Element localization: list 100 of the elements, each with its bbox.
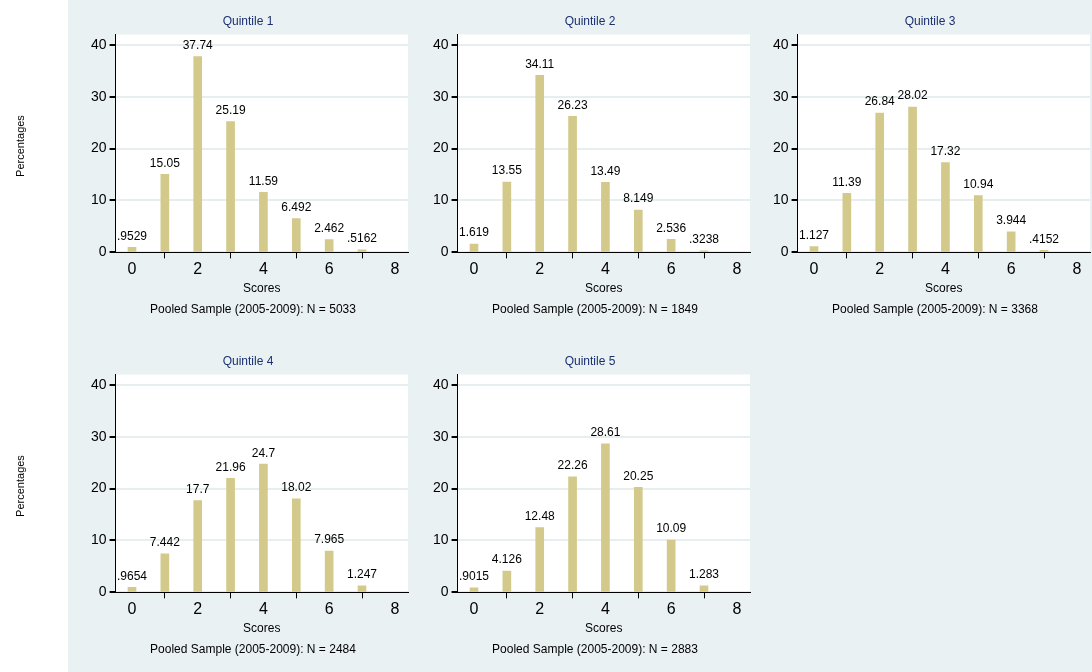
data-label: 7.965 (314, 532, 345, 547)
y-tick-label: 20 (90, 479, 107, 496)
data-label: .4152 (1028, 231, 1060, 246)
y-tick-label: 10 (90, 531, 107, 548)
data-label: 34.11 (525, 56, 555, 71)
bar (666, 539, 676, 592)
chart-title: Quintile 2 (564, 13, 616, 28)
bar (469, 243, 479, 252)
x-tick-label: 2 (193, 600, 203, 618)
data-label: 25.19 (215, 102, 246, 117)
bar (259, 463, 268, 592)
text: Pooled Sample (2005-2009): N = 2883 (491, 642, 699, 656)
text: Pooled Sample (2005-2009): N = 2484 (149, 642, 357, 656)
bar (535, 75, 545, 252)
bar (875, 112, 885, 252)
x-tick-label: 2 (875, 260, 885, 278)
bar (568, 115, 577, 252)
x-tick-label: 0 (127, 600, 137, 618)
bar (193, 56, 203, 252)
data-label: 22.26 (557, 458, 588, 473)
bar (973, 195, 983, 252)
bar (699, 585, 709, 592)
y-tick-label: 40 (772, 35, 789, 52)
x-tick-label: 4 (600, 260, 610, 278)
y-tick-label: 30 (772, 87, 789, 104)
y-tick-label: 40 (432, 375, 449, 392)
y-tick-label: 10 (432, 531, 449, 548)
data-label: 17.32 (930, 143, 961, 158)
y-tick-label: 0 (440, 243, 449, 260)
chart-title: Quintile 4 (222, 353, 274, 368)
bar (259, 191, 268, 252)
data-label: 12.48 (524, 508, 556, 523)
x-tick-label: 2 (193, 260, 203, 278)
data-label: 18.02 (281, 480, 312, 495)
bar (127, 247, 137, 252)
bar (908, 106, 917, 252)
bar (291, 498, 301, 592)
data-label: 4.126 (491, 552, 523, 567)
chart-title: Quintile 1 (222, 13, 274, 28)
bar (633, 486, 643, 592)
bar (809, 246, 819, 252)
y-tick-label: 20 (432, 479, 449, 496)
x-tick-label: 6 (324, 260, 334, 278)
data-label: 13.49 (590, 163, 621, 178)
bar (324, 550, 334, 592)
data-label: 1.247 (346, 567, 378, 582)
y-tick-label: 40 (90, 35, 107, 52)
y-tick-label: 20 (432, 139, 449, 156)
data-label: .9015 (458, 569, 490, 584)
x-tick-label: 6 (1006, 260, 1016, 278)
x-tick-label: 0 (127, 260, 137, 278)
y-tick-label: 10 (432, 191, 449, 208)
bar (357, 249, 367, 252)
data-label: 11.59 (248, 173, 279, 188)
x-tick-label: 0 (469, 600, 479, 618)
data-label: 2.536 (656, 220, 687, 235)
bar (226, 121, 235, 252)
y-axis-title: Percentages (14, 454, 26, 519)
y-tick-label: 30 (90, 87, 107, 104)
x-axis-title: Scores (585, 621, 623, 636)
bar (502, 570, 512, 592)
y-tick-label: 30 (432, 87, 449, 104)
y-tick-label: 0 (440, 583, 449, 600)
x-tick-label: 6 (666, 260, 676, 278)
y-tick-label: 0 (98, 243, 107, 260)
data-label: 15.05 (149, 155, 181, 170)
x-tick-label: 6 (324, 600, 334, 618)
x-tick-label: 8 (732, 260, 742, 278)
bar (941, 162, 950, 252)
y-tick-label: 10 (772, 191, 789, 208)
x-tick-label: 4 (258, 260, 268, 278)
bar (601, 443, 610, 592)
data-label: 24.7 (251, 445, 276, 460)
bar (324, 239, 334, 252)
bar (568, 476, 577, 592)
y-tick-label: 0 (780, 243, 789, 260)
data-label: 6.492 (281, 200, 312, 215)
x-axis-title: Scores (243, 281, 281, 296)
data-label: 1.127 (798, 227, 830, 242)
x-tick-label: 6 (666, 600, 676, 618)
x-axis-title: Scores (925, 281, 963, 296)
x-tick-label: 4 (258, 600, 268, 618)
chart-title: Quintile 3 (904, 13, 956, 28)
data-label: 8.149 (623, 191, 654, 206)
chart-title: Quintile 5 (564, 353, 616, 368)
data-label: 1.619 (458, 225, 490, 240)
x-tick-label: 0 (809, 260, 819, 278)
x-tick-label: 2 (535, 260, 545, 278)
x-tick-label: 8 (732, 600, 742, 618)
x-tick-label: 8 (390, 260, 400, 278)
bar (127, 587, 137, 592)
x-axis-title: Scores (585, 281, 623, 296)
bar (666, 238, 676, 252)
y-tick-label: 30 (90, 427, 107, 444)
bar (160, 553, 170, 592)
data-label: 1.283 (688, 567, 720, 582)
y-tick-label: 30 (432, 427, 449, 444)
y-axis-title: Percentages (14, 114, 26, 179)
x-axis-title: Scores (243, 621, 281, 636)
data-label: 21.96 (215, 459, 246, 474)
